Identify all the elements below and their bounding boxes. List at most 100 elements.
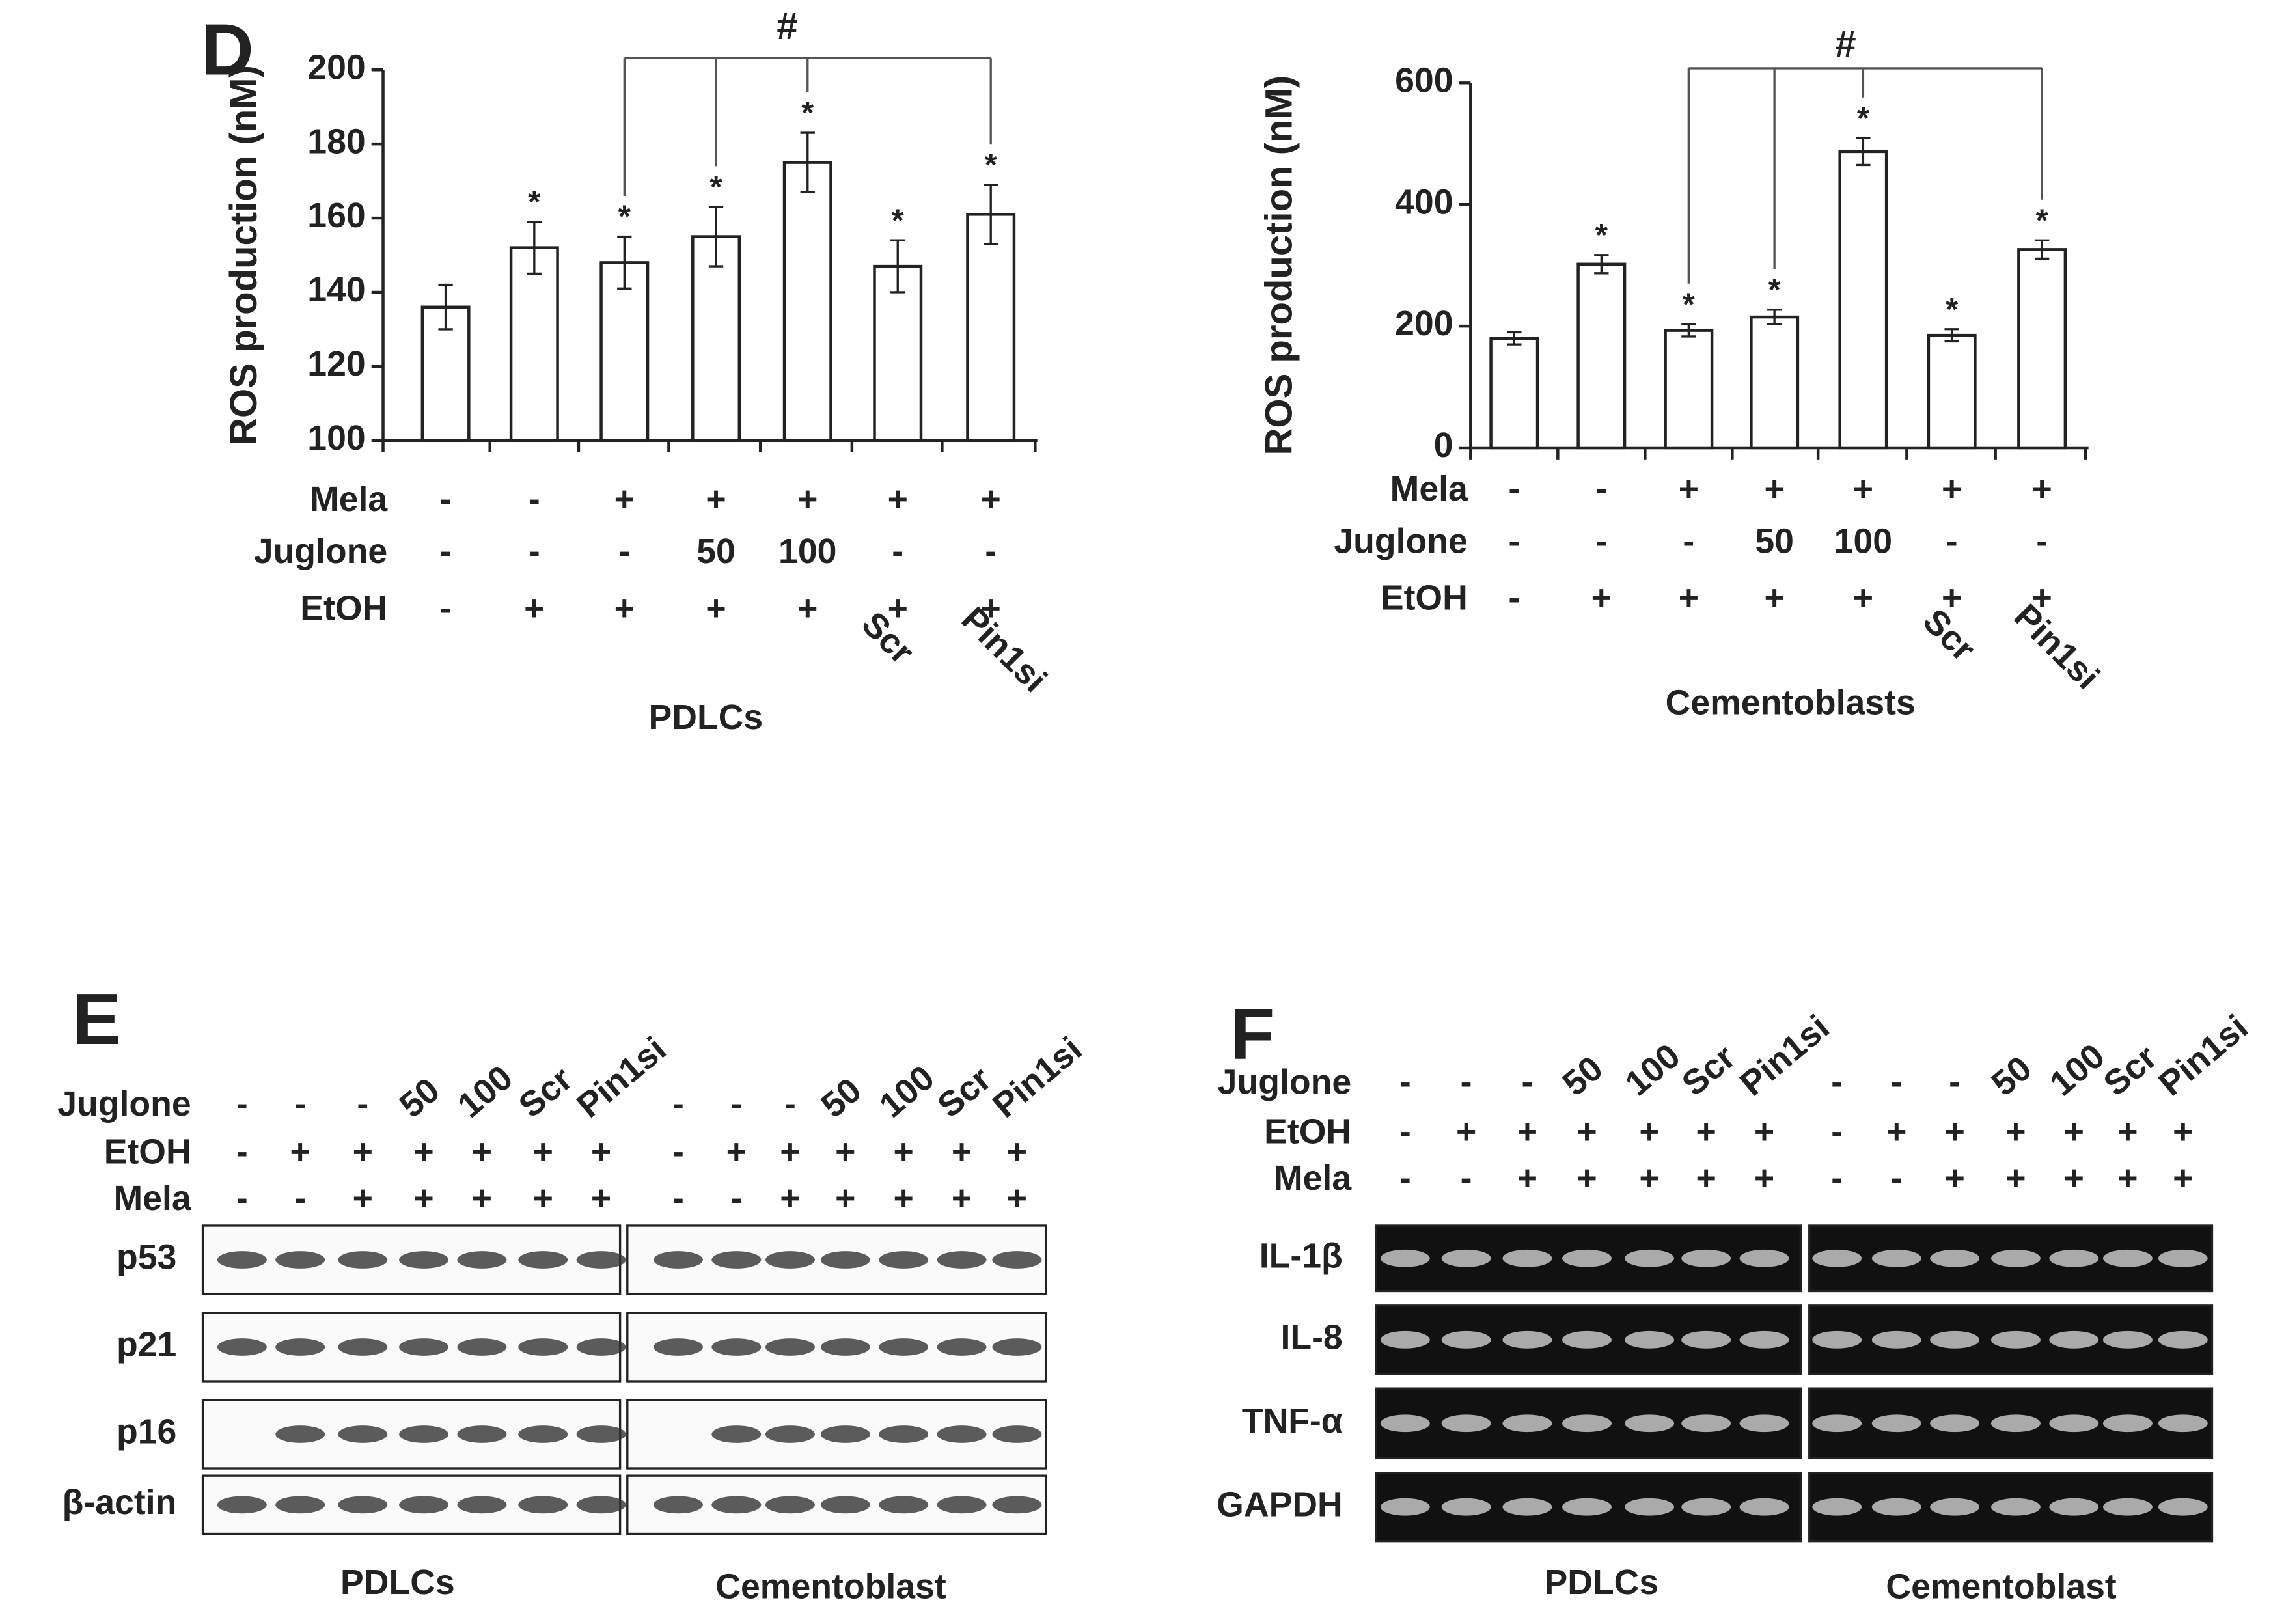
- condition-label: +: [472, 1133, 492, 1172]
- band: [2158, 1249, 2208, 1267]
- condition-label: +: [2173, 1112, 2193, 1151]
- protein-label: TNF-α: [1242, 1401, 1343, 1440]
- band: [2102, 1249, 2153, 1267]
- treatment-label: +: [1853, 579, 1873, 618]
- treatment-label: -: [440, 588, 452, 627]
- treatment-label: +: [1942, 579, 1962, 618]
- sample-label: Pin1si: [2007, 596, 2107, 696]
- band: [338, 1251, 388, 1269]
- condition-name: Juglone: [1218, 1062, 1351, 1101]
- condition-label: 50: [1984, 1049, 2039, 1103]
- condition-label: -: [294, 1179, 306, 1218]
- condition-label: -: [357, 1084, 368, 1123]
- bar: [599, 261, 650, 443]
- band: [1380, 1414, 1430, 1433]
- band: [1625, 1498, 1675, 1516]
- band: [576, 1496, 626, 1514]
- condition-label: +: [1696, 1112, 1716, 1151]
- significance-star: *: [709, 170, 722, 205]
- group-label: PDLCs: [1544, 1563, 1658, 1602]
- error-bar: [800, 131, 815, 193]
- treatment-label: -: [1508, 522, 1520, 561]
- band: [1812, 1498, 1862, 1516]
- band: [1625, 1414, 1675, 1433]
- band: [1502, 1249, 1552, 1267]
- condition-label: +: [1639, 1112, 1659, 1151]
- protein-label: p53: [117, 1238, 176, 1277]
- treatment-label: +: [1591, 579, 1612, 618]
- sample-label: Scr: [854, 604, 922, 672]
- band: [1441, 1249, 1491, 1267]
- band: [1681, 1330, 1731, 1349]
- band: [217, 1251, 267, 1269]
- condition-label: +: [894, 1133, 914, 1172]
- treatment-label: -: [440, 480, 452, 519]
- band: [1871, 1249, 1921, 1267]
- y-axis-label: ROS production (nM): [223, 65, 265, 445]
- significance-star: *: [1595, 218, 1608, 253]
- band: [1562, 1249, 1612, 1267]
- condition-label: Scr: [1675, 1038, 1743, 1104]
- condition-label: +: [1007, 1179, 1027, 1218]
- treatment-label: -: [2036, 522, 2048, 561]
- y-axis-label: ROS production (nM): [1258, 76, 1300, 456]
- treatment-label: +: [1764, 469, 1784, 508]
- condition-label: -: [784, 1084, 796, 1123]
- error-bar: [1767, 309, 1782, 325]
- band: [653, 1338, 703, 1356]
- condition-label: -: [236, 1084, 248, 1123]
- treatment-label: -: [1946, 522, 1958, 561]
- y-tick-label: 100: [307, 419, 365, 458]
- condition-label: -: [672, 1179, 684, 1218]
- condition-label: +: [2173, 1159, 2193, 1198]
- band: [937, 1425, 987, 1443]
- condition-label: +: [533, 1133, 553, 1172]
- band: [217, 1496, 267, 1514]
- band: [711, 1496, 762, 1514]
- condition-label: 100: [450, 1058, 520, 1125]
- bar: [966, 213, 1016, 443]
- error-bar: [890, 239, 905, 294]
- condition-label: 50: [1555, 1049, 1610, 1103]
- condition-label: Scr: [512, 1059, 580, 1125]
- treatment-label: +: [981, 588, 1001, 627]
- condition-label: +: [1944, 1112, 1964, 1151]
- band: [1812, 1249, 1862, 1267]
- treatment-label: +: [888, 588, 908, 627]
- bar: [2017, 248, 2067, 450]
- condition-label: +: [472, 1179, 492, 1218]
- significance-star: *: [1683, 287, 1696, 322]
- band: [1502, 1414, 1552, 1433]
- treatment-label: +: [1679, 579, 1699, 618]
- band: [992, 1496, 1042, 1514]
- condition-label: +: [1007, 1133, 1027, 1172]
- band: [1441, 1330, 1491, 1349]
- condition-label: -: [672, 1133, 684, 1172]
- condition-label: +: [780, 1133, 800, 1172]
- condition-label: +: [1886, 1112, 1906, 1151]
- treatment-label: -: [1508, 579, 1520, 618]
- treatment-name: Juglone: [1334, 522, 1467, 561]
- significance-star: *: [1768, 273, 1782, 308]
- band: [711, 1338, 762, 1356]
- y-tick-label: 160: [307, 196, 365, 235]
- band: [2049, 1498, 2099, 1516]
- band: [275, 1338, 325, 1356]
- condition-label: 100: [1617, 1036, 1687, 1103]
- condition-label: +: [952, 1133, 972, 1172]
- panel-letter: D: [201, 8, 254, 90]
- band: [1681, 1414, 1731, 1433]
- group-label: Cementoblast: [715, 1567, 946, 1606]
- treatment-label: +: [888, 480, 908, 519]
- band: [992, 1338, 1042, 1356]
- condition-label: +: [780, 1179, 800, 1218]
- bracket-label: #: [777, 5, 797, 48]
- condition-label: +: [1754, 1159, 1774, 1198]
- band: [765, 1338, 815, 1356]
- band: [820, 1251, 870, 1269]
- error-bar: [2034, 239, 2050, 260]
- bar: [1576, 262, 1627, 450]
- bar: [782, 161, 832, 443]
- band: [457, 1425, 507, 1443]
